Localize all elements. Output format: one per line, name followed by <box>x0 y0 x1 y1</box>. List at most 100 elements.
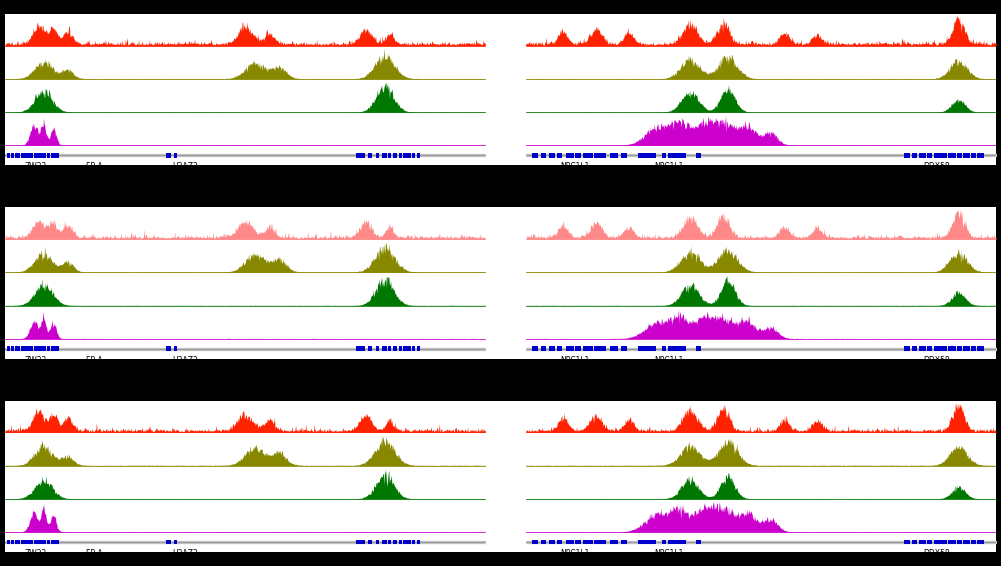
Bar <box>912 539 917 544</box>
Bar <box>53 153 56 157</box>
Text: ZW22: ZW22 <box>25 162 47 171</box>
Bar <box>963 153 970 157</box>
Bar <box>942 153 947 157</box>
Bar <box>174 153 177 157</box>
Bar <box>53 539 56 544</box>
Text: H2AZ2: H2AZ2 <box>172 355 198 365</box>
Bar <box>662 346 667 351</box>
Bar <box>697 153 701 157</box>
Bar <box>566 539 574 544</box>
Bar <box>356 539 365 544</box>
Bar <box>43 539 46 544</box>
Bar <box>533 539 539 544</box>
Bar <box>594 539 606 544</box>
Bar <box>388 539 391 544</box>
Bar <box>7 153 10 157</box>
Text: FP A: FP A <box>86 162 102 171</box>
Bar <box>37 539 40 544</box>
Bar <box>611 346 619 351</box>
Bar <box>583 153 593 157</box>
Bar <box>594 153 606 157</box>
Bar <box>403 346 407 351</box>
Bar <box>919 153 926 157</box>
Bar <box>51 539 53 544</box>
Text: DDX58: DDX58 <box>923 355 950 365</box>
Bar <box>957 539 962 544</box>
Bar <box>411 539 415 544</box>
Text: DDX58: DDX58 <box>923 162 950 171</box>
Bar <box>575 539 581 544</box>
Bar <box>549 153 556 157</box>
Bar <box>948 153 956 157</box>
Bar <box>47 346 50 351</box>
Bar <box>24 539 27 544</box>
Bar <box>558 153 563 157</box>
Bar <box>622 346 628 351</box>
Bar <box>15 539 18 544</box>
Bar <box>485 434 526 467</box>
Text: ZW22: ZW22 <box>25 355 47 365</box>
Bar <box>27 346 31 351</box>
Bar <box>393 153 397 157</box>
Bar <box>166 346 171 351</box>
Bar <box>948 346 956 351</box>
Bar <box>417 153 419 157</box>
Bar <box>31 346 33 351</box>
Bar <box>47 539 50 544</box>
Bar <box>485 401 526 434</box>
Bar <box>927 346 932 351</box>
Bar <box>166 539 171 544</box>
Bar <box>697 539 701 544</box>
Bar <box>417 539 419 544</box>
Bar <box>971 153 976 157</box>
Bar <box>963 539 970 544</box>
Bar <box>7 539 10 544</box>
Bar <box>662 539 667 544</box>
Bar <box>11 153 14 157</box>
Bar <box>485 114 526 147</box>
Bar <box>18 539 20 544</box>
Bar <box>18 346 20 351</box>
Bar <box>15 346 18 351</box>
Bar <box>541 539 546 544</box>
Bar <box>15 153 18 157</box>
Bar <box>942 539 947 544</box>
Bar <box>639 539 656 544</box>
Bar <box>382 539 387 544</box>
Bar <box>485 48 526 80</box>
Bar <box>7 346 10 351</box>
Bar <box>52 539 59 544</box>
Bar <box>368 346 372 351</box>
Bar <box>40 346 43 351</box>
Bar <box>21 153 24 157</box>
Bar <box>174 346 177 351</box>
Text: DDX58: DDX58 <box>923 549 950 558</box>
Bar <box>43 346 46 351</box>
Bar <box>408 346 411 351</box>
Bar <box>583 346 593 351</box>
Bar <box>927 153 932 157</box>
Text: NPC1L1: NPC1L1 <box>655 162 684 171</box>
Bar <box>977 539 984 544</box>
Bar <box>417 346 419 351</box>
Bar <box>52 153 59 157</box>
Bar <box>485 340 526 358</box>
Bar <box>27 153 31 157</box>
Bar <box>927 539 932 544</box>
Bar <box>549 539 556 544</box>
Text: NPC1L1: NPC1L1 <box>561 162 590 171</box>
Bar <box>18 153 20 157</box>
Bar <box>971 539 976 544</box>
Bar <box>411 346 415 351</box>
Bar <box>382 153 387 157</box>
Bar <box>24 346 27 351</box>
Bar <box>399 153 402 157</box>
Bar <box>166 153 171 157</box>
Bar <box>611 539 619 544</box>
Bar <box>977 346 984 351</box>
Bar <box>957 153 962 157</box>
Bar <box>485 208 526 241</box>
Bar <box>411 153 415 157</box>
Bar <box>11 539 14 544</box>
Bar <box>174 539 177 544</box>
